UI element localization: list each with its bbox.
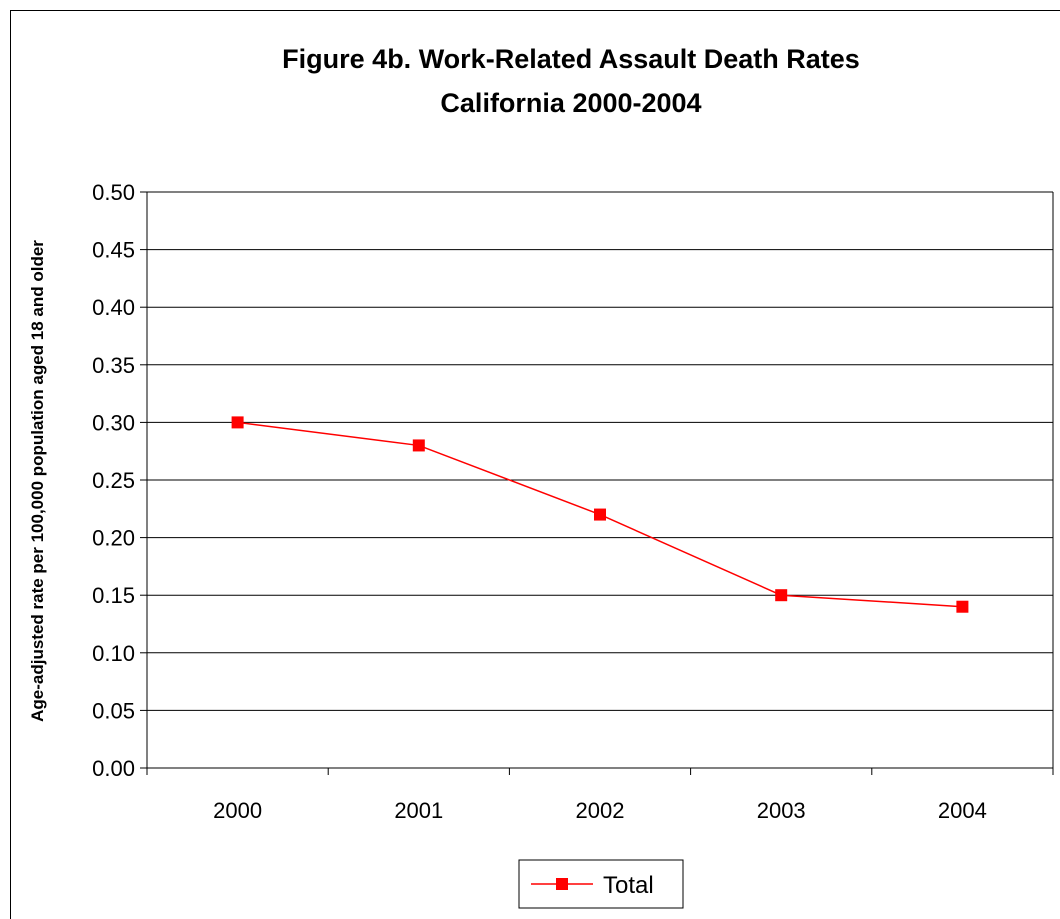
y-tick-label: 0.05 (92, 698, 135, 723)
y-tick-label: 0.20 (92, 526, 135, 551)
legend-label: Total (603, 872, 654, 899)
y-tick-label: 0.40 (92, 295, 135, 320)
y-tick-label: 0.35 (92, 353, 135, 378)
legend: Total (518, 859, 684, 909)
x-tick-label: 2002 (576, 798, 625, 823)
x-tick-label: 2004 (938, 798, 987, 823)
y-tick-label: 0.50 (92, 180, 135, 205)
y-tick-label: 0.15 (92, 583, 135, 608)
data-point (956, 600, 969, 613)
chart-frame: Figure 4b. Work-Related Assault Death Ra… (10, 10, 1060, 919)
data-point (775, 589, 788, 602)
x-tick-label: 2000 (213, 798, 262, 823)
y-tick-label: 0.25 (92, 468, 135, 493)
chart-subtitle: California 2000-2004 (440, 88, 701, 118)
y-tick-label: 0.00 (92, 756, 135, 781)
gridlines (147, 191, 1053, 711)
x-tick-label: 2003 (757, 798, 806, 823)
tick-labels: 0.00 0.05 0.10 0.15 0.20 0.25 0.30 0.35 0.40 0.45… (92, 180, 987, 823)
legend-marker (556, 878, 568, 890)
y-tick-label: 0.10 (92, 641, 135, 666)
data-point (412, 439, 425, 452)
y-tick-label: 0.30 (92, 410, 135, 435)
series-total (231, 416, 969, 613)
axes (140, 191, 1054, 775)
line-chart: Figure 4b. Work-Related Assault Death Ra… (28, 44, 1054, 909)
x-tick-label: 2001 (394, 798, 443, 823)
data-point (594, 508, 606, 521)
data-point (231, 416, 244, 429)
y-tick-label: 0.45 (92, 238, 135, 263)
y-axis-label: Age-adjusted rate per 100,000 population… (28, 240, 47, 722)
chart-title: Figure 4b. Work-Related Assault Death Ra… (282, 44, 860, 74)
